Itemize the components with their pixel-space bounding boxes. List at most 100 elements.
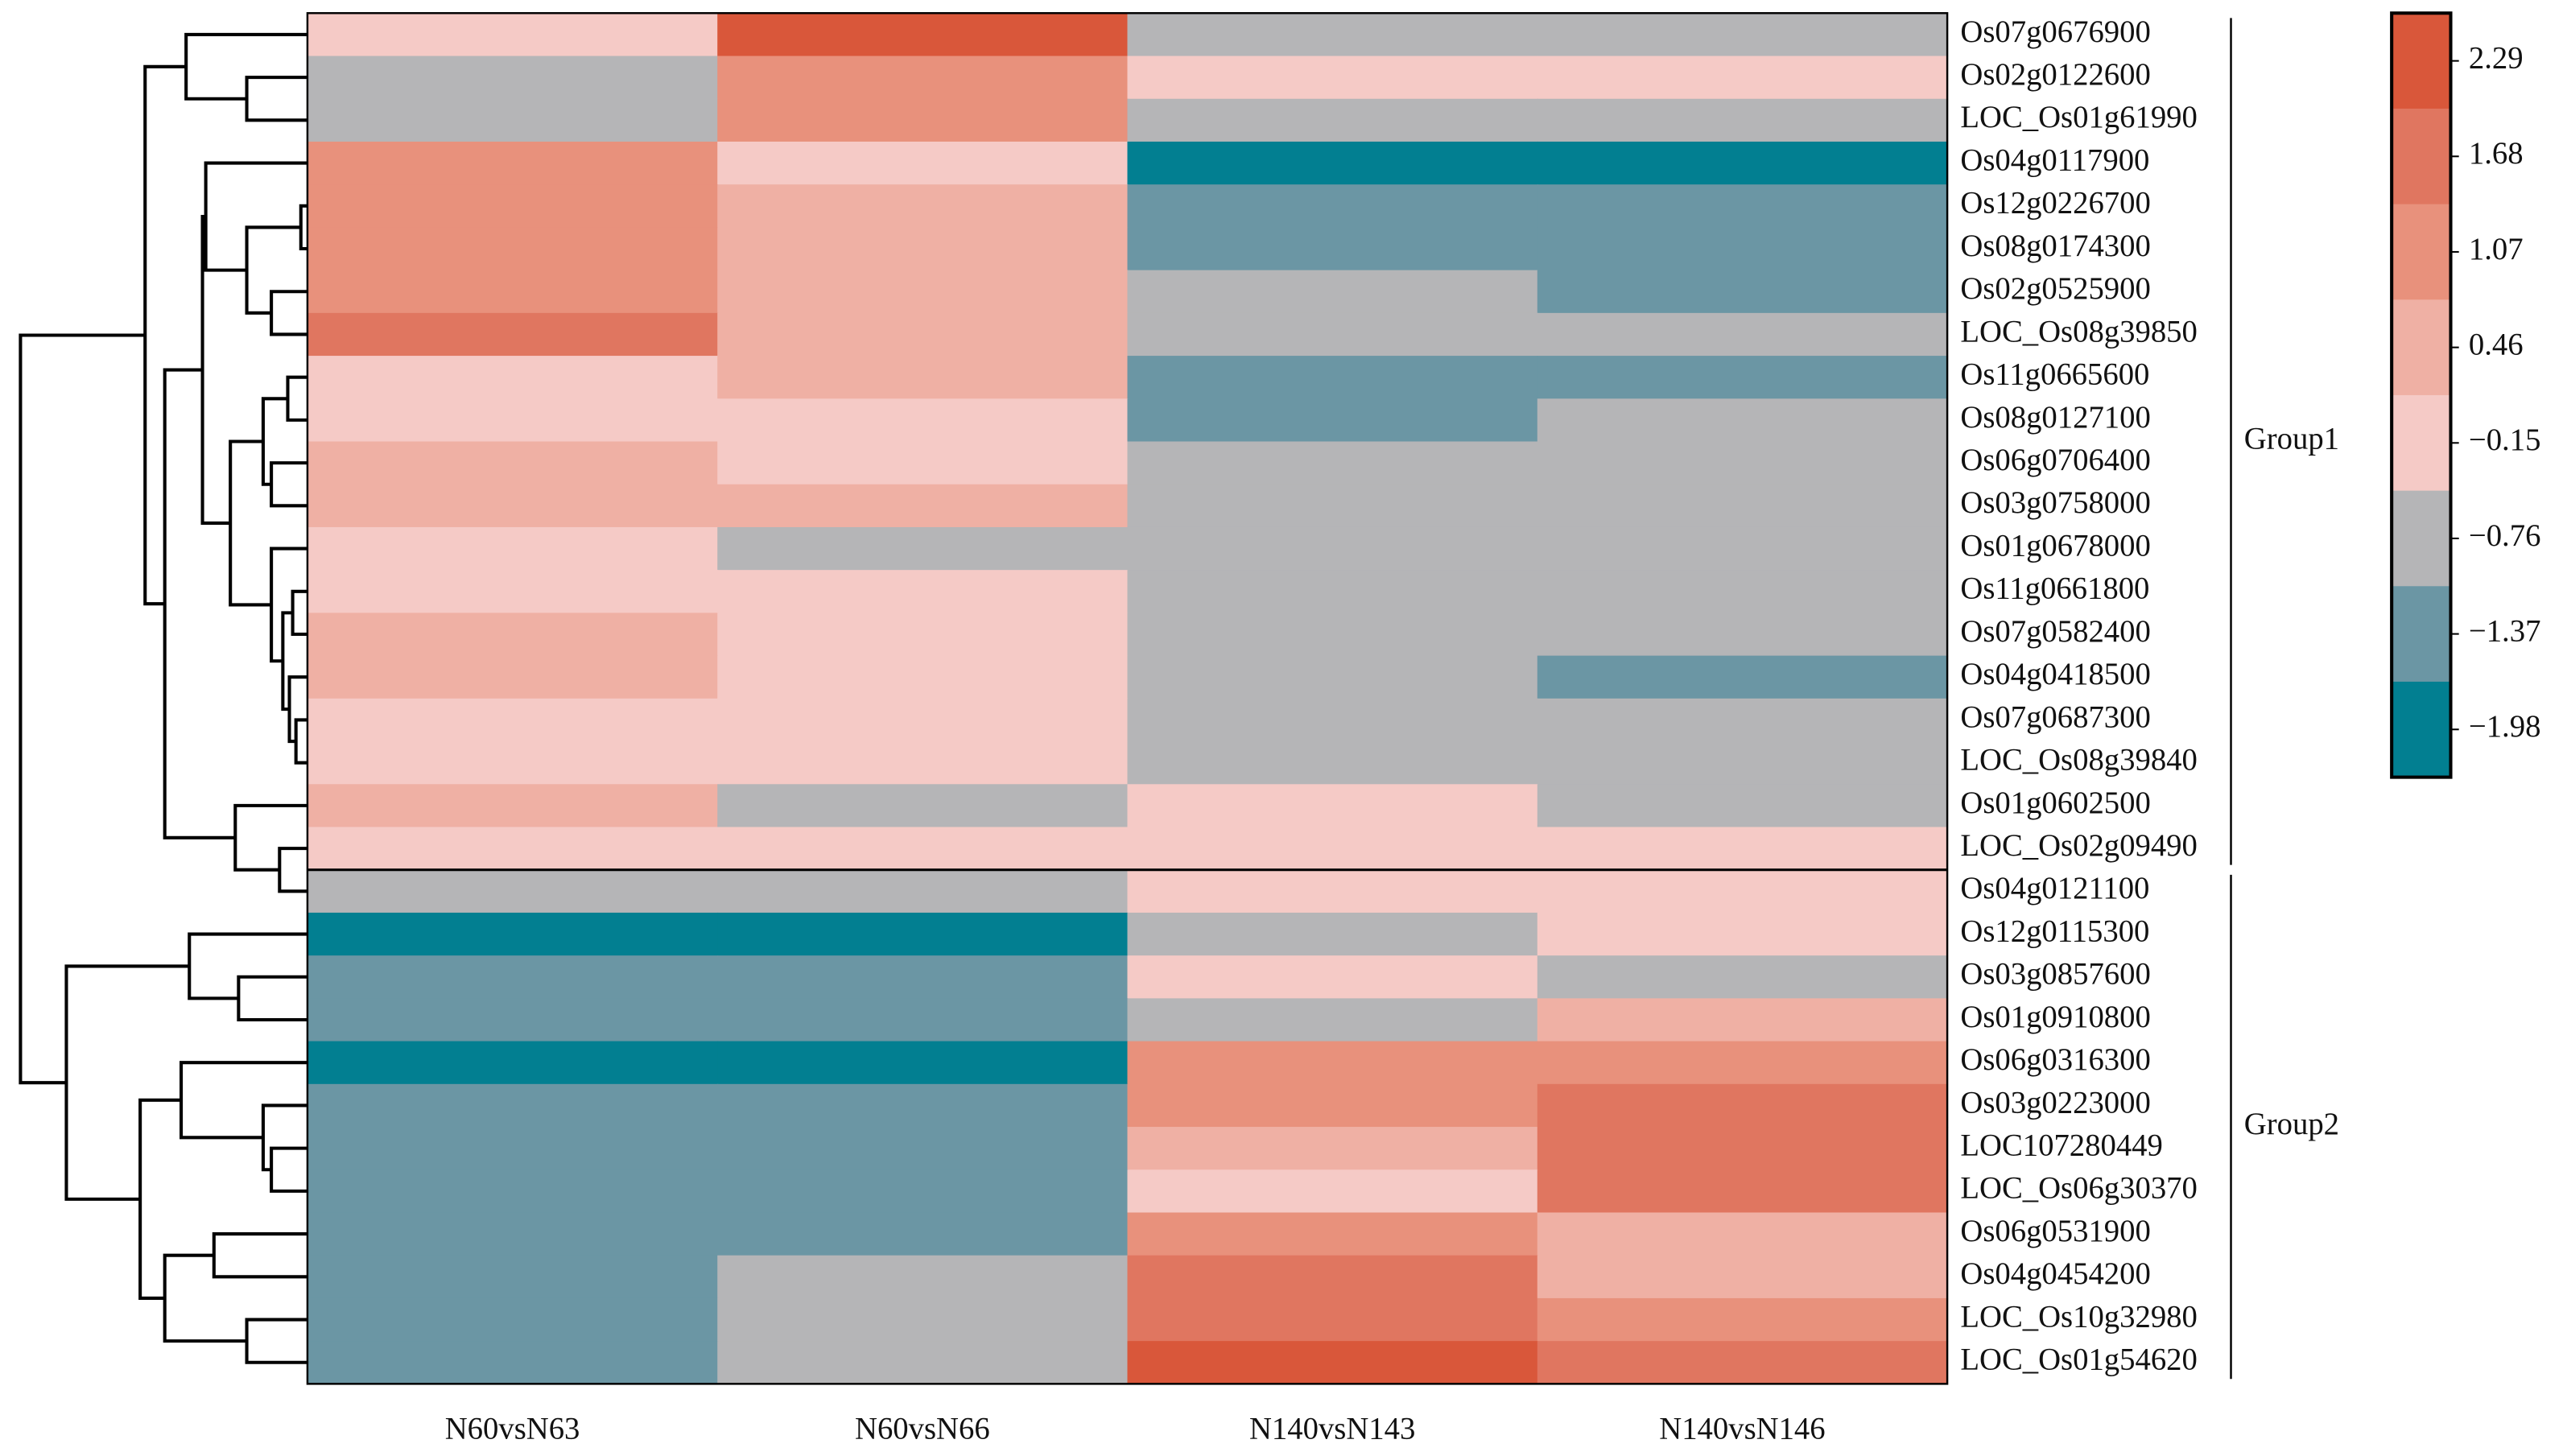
colorbar-tick-label: 1.07	[2469, 233, 2524, 266]
heatmap-cell	[717, 1169, 1129, 1214]
colorbar-tick-label: 0.46	[2469, 328, 2524, 361]
heatmap-cell	[1127, 141, 1538, 186]
heatmap-cell	[307, 570, 719, 614]
heatmap-cell	[717, 1041, 1129, 1085]
heatmap-cell	[307, 356, 719, 400]
heatmap-cell	[307, 998, 719, 1042]
heatmap-cell	[307, 1041, 719, 1085]
heatmap-cell	[307, 698, 719, 743]
heatmap-cell	[307, 56, 719, 100]
row-label: Os03g0758000	[1960, 486, 2150, 520]
heatmap-cell	[1127, 827, 1538, 871]
row-label: LOC107280449	[1960, 1129, 2162, 1163]
heatmap-cell	[1537, 1127, 1949, 1171]
column-label: N60vsN63	[445, 1412, 580, 1446]
row-label: Os01g0678000	[1960, 529, 2150, 563]
heatmap-cell	[1537, 655, 1949, 699]
row-label: Os11g0665600	[1960, 358, 2149, 392]
heatmap-cell	[717, 655, 1129, 699]
heatmap-cell	[307, 184, 719, 229]
colorbar-tick-label: −0.76	[2469, 519, 2541, 553]
row-label: Os07g0687300	[1960, 700, 2150, 734]
heatmap-cell	[307, 741, 719, 786]
column-label: N140vsN143	[1249, 1412, 1415, 1446]
heatmap-cell	[717, 912, 1129, 957]
heatmap-cell	[1537, 741, 1949, 786]
colorbar-tick-label: −1.98	[2469, 710, 2541, 744]
heatmap-cell	[307, 270, 719, 314]
heatmap-cell	[1537, 1255, 1949, 1299]
heatmap-cell	[307, 1297, 719, 1343]
heatmap-cell	[1127, 741, 1538, 786]
heatmap-cell	[1127, 98, 1538, 142]
colorbar-tick-label: 1.68	[2469, 137, 2524, 171]
heatmap-cell	[1537, 270, 1949, 314]
heatmap-cell	[717, 13, 1129, 57]
heatmap-cell	[1537, 184, 1949, 229]
heatmap-cell	[1537, 698, 1949, 743]
heatmap-cell	[1127, 1127, 1538, 1171]
heatmap-cell	[1537, 441, 1949, 485]
row-label: Os04g0121100	[1960, 872, 2149, 905]
row-label: LOC_Os06g30370	[1960, 1172, 2197, 1206]
heatmap-cell	[717, 484, 1129, 528]
row-label: Os01g0910800	[1960, 1000, 2150, 1034]
heatmap-cell	[1537, 356, 1949, 400]
heatmap-cell	[717, 526, 1129, 571]
heatmap-cell	[1537, 526, 1949, 571]
heatmap-cell	[717, 98, 1129, 142]
column-label: N140vsN146	[1659, 1412, 1825, 1446]
heatmap-cell	[717, 441, 1129, 485]
colorbar-band	[2392, 108, 2451, 205]
heatmap-cell	[717, 613, 1129, 657]
heatmap-cell	[1537, 56, 1949, 100]
heatmap-cell	[1537, 1212, 1949, 1256]
row-label: Os08g0174300	[1960, 229, 2150, 263]
heatmap-cell	[1537, 1297, 1949, 1343]
heatmap-cell	[1537, 398, 1949, 443]
heatmap-cell	[717, 227, 1129, 271]
heatmap-cell	[717, 998, 1129, 1042]
column-label: N60vsN66	[855, 1412, 990, 1446]
colorbar-band	[2392, 394, 2451, 492]
row-label: Os11g0661800	[1960, 572, 2149, 606]
colorbar-band	[2392, 586, 2451, 683]
colorbar-band	[2392, 204, 2451, 300]
heatmap-cell	[1127, 56, 1538, 100]
heatmap-cell	[307, 141, 719, 186]
heatmap-cell	[1537, 1083, 1949, 1128]
heatmap-cell	[307, 869, 719, 914]
heatmap-cell	[1127, 570, 1538, 614]
heatmap-cell	[1537, 1341, 1949, 1385]
heatmap-cell	[1127, 912, 1538, 957]
heatmap-cell	[1127, 227, 1538, 271]
heatmap-cell	[1537, 827, 1949, 871]
row-label: Os04g0418500	[1960, 658, 2150, 691]
heatmap-cell	[1537, 570, 1949, 614]
heatmap-cell	[1127, 1341, 1538, 1385]
heatmap-cell	[1127, 1169, 1538, 1214]
heatmap-cell	[717, 398, 1129, 443]
heatmap-cell	[1537, 13, 1949, 57]
row-label: Os07g0676900	[1960, 15, 2150, 49]
heatmap-cell	[307, 613, 719, 657]
heatmap-cell	[717, 869, 1129, 914]
heatmap-cell	[717, 184, 1129, 229]
heatmap-cell	[1127, 270, 1538, 314]
heatmap-cell	[1537, 227, 1949, 271]
heatmap-cell	[1537, 869, 1949, 914]
heatmap-cell	[717, 1127, 1129, 1171]
row-label: LOC_Os02g09490	[1960, 829, 2197, 863]
heatmap-cell	[1537, 141, 1949, 186]
heatmap-cell	[307, 398, 719, 443]
heatmap-cell	[1537, 484, 1949, 528]
heatmap-cell	[1127, 698, 1538, 743]
heatmap-cell	[717, 1212, 1129, 1256]
heatmap-cell	[307, 13, 719, 57]
heatmap-cell	[307, 784, 719, 828]
heatmap-cell	[307, 1083, 719, 1128]
row-label: LOC_Os01g61990	[1960, 101, 2197, 134]
group-label: Group1	[2244, 422, 2339, 456]
colorbar-tick-label: −1.37	[2469, 614, 2541, 648]
row-label: Os01g0602500	[1960, 786, 2150, 820]
